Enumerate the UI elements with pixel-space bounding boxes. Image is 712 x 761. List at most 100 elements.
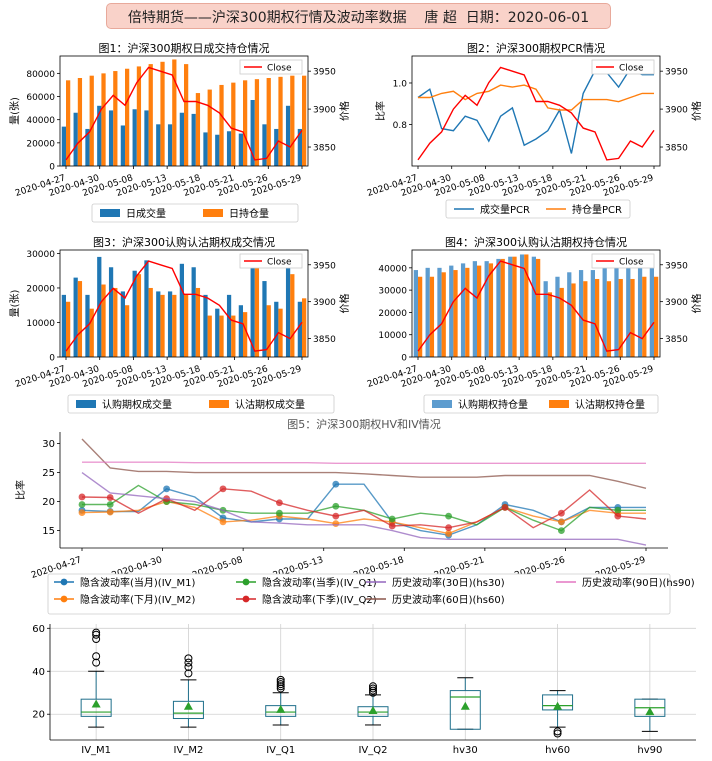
fig4-y2-tick-label: 3950: [665, 261, 688, 271]
fig3-bar: [219, 315, 224, 357]
fig3-bar: [266, 305, 271, 357]
fig1-bar: [61, 126, 66, 166]
fig2-y-tick-label: 0.8: [393, 121, 408, 131]
fig2-series-line: [417, 67, 654, 154]
fig5-marker: [614, 506, 622, 514]
fig3-legend-swatch: [209, 400, 229, 408]
fig4-y2-tick-label: 3900: [665, 298, 688, 308]
fig4-bar: [429, 276, 435, 357]
fig6-mean-marker: [368, 706, 378, 714]
fig1-legend-label: 日成交量: [126, 207, 166, 220]
fig2-legend-label: 成交量PCR: [480, 203, 530, 216]
fig1-legend: [91, 203, 299, 223]
fig1-bar: [262, 124, 267, 166]
fig3-bar: [89, 308, 94, 357]
fig1-y-tick-label: 40000: [26, 116, 55, 126]
fig3-bar: [73, 277, 78, 357]
fig6-flier: [184, 662, 193, 671]
fig5-ylabel: 比率: [14, 480, 27, 500]
fig3-bar: [136, 274, 142, 357]
fig4-bar: [437, 267, 442, 357]
fig4-y2-tick-label: 3850: [665, 335, 688, 345]
fig4-y-tick-label: 30000: [378, 287, 407, 297]
fig1-y-tick-label: 60000: [26, 93, 55, 103]
fig5-marker: [332, 520, 340, 528]
fig4-bar: [531, 256, 536, 357]
fig2-legend: [445, 199, 631, 219]
fig6-flier: [553, 727, 562, 736]
fig6-flier: [184, 669, 193, 678]
fig1-bar: [243, 80, 248, 166]
fig4-title: 图4：沪深300认购认沽期权持仓情况: [445, 235, 627, 249]
fig6-xtick-label: hv30: [453, 745, 478, 756]
fig3-bar: [262, 281, 267, 357]
fig3-legend-label: 认购期权成交量: [102, 398, 172, 411]
fig5-marker: [445, 524, 452, 532]
fig6-xtick-label: IV_Q2: [358, 745, 387, 756]
fig1-bar: [85, 128, 90, 166]
fig1-bar: [97, 105, 102, 166]
fig3-y2-tick-label: 3900: [313, 298, 336, 308]
fig1-y2-tick-label: 3900: [313, 106, 336, 116]
fig6-flier: [276, 678, 285, 686]
fig4-bar: [555, 276, 560, 357]
fig6-flier: [92, 658, 101, 667]
fig1-bar: [266, 78, 271, 166]
fig3-close-line: [65, 260, 303, 352]
fig4-legend-box: [591, 253, 655, 269]
fig6-xtick-label: hv60: [545, 745, 570, 756]
fig4-bar: [590, 270, 595, 357]
fig5-legend-marker: [242, 595, 250, 603]
fig1-bar: [191, 113, 196, 166]
fig4-legend: [423, 394, 659, 414]
fig3-bar: [148, 287, 153, 357]
fig4-bar: [508, 256, 513, 357]
fig4-bar: [642, 276, 647, 357]
fig3-bar: [207, 315, 212, 357]
fig1-bar: [302, 75, 307, 166]
fig4-bar: [536, 258, 541, 357]
fig5-legend-marker: [60, 578, 68, 586]
fig3-bar: [226, 294, 232, 357]
fig1-bar: [274, 128, 279, 166]
fig1-legend-box: [239, 59, 303, 75]
fig5-marker: [78, 509, 86, 517]
fig4-bar: [543, 281, 548, 357]
fig4-bar: [583, 281, 588, 357]
fig1-bar: [108, 110, 114, 166]
fig5-marker: [78, 493, 86, 501]
fig6-flier: [369, 682, 377, 691]
fig4-bar: [630, 278, 635, 357]
fig3-ylabel: 量(张): [9, 290, 21, 318]
fig3-bar: [215, 308, 220, 357]
fig2-close-line: [417, 66, 655, 161]
fig5-series-line: [82, 461, 646, 464]
fig3-legend-swatch: [76, 400, 96, 408]
fig1-bar: [278, 76, 283, 166]
fig5-y-tick-label: 15: [42, 526, 55, 537]
fig6-xtick-label: IV_M1: [81, 745, 111, 756]
fig4-bar: [614, 265, 619, 357]
fig5-marker: [332, 502, 340, 510]
fig5-legend: [47, 573, 671, 615]
fig1-y2-tick-label: 3850: [313, 144, 336, 154]
fig6-flier: [184, 654, 193, 663]
fig3-bar: [184, 294, 189, 357]
fig4-bar: [602, 265, 607, 357]
fig1-close-line: [65, 66, 303, 161]
fig3-bar: [61, 294, 66, 357]
fig1-frame: [59, 55, 309, 167]
fig5-marker: [388, 522, 396, 530]
fig2-legend-label: 持仓量PCR: [572, 203, 622, 216]
fig1-bar: [254, 79, 260, 166]
fig1-bar: [238, 133, 243, 166]
fig4-bar: [477, 265, 482, 357]
fig6-mean-marker: [553, 701, 563, 710]
fig1-bar: [132, 109, 137, 166]
fig6-mean-marker: [183, 701, 193, 710]
fig4-bar: [449, 265, 454, 357]
fig5-marker: [106, 508, 114, 516]
fig4-bar: [637, 263, 643, 357]
fig4-y-tick-label: 10000: [378, 331, 407, 341]
fig1-legend-label: Close: [267, 64, 292, 74]
